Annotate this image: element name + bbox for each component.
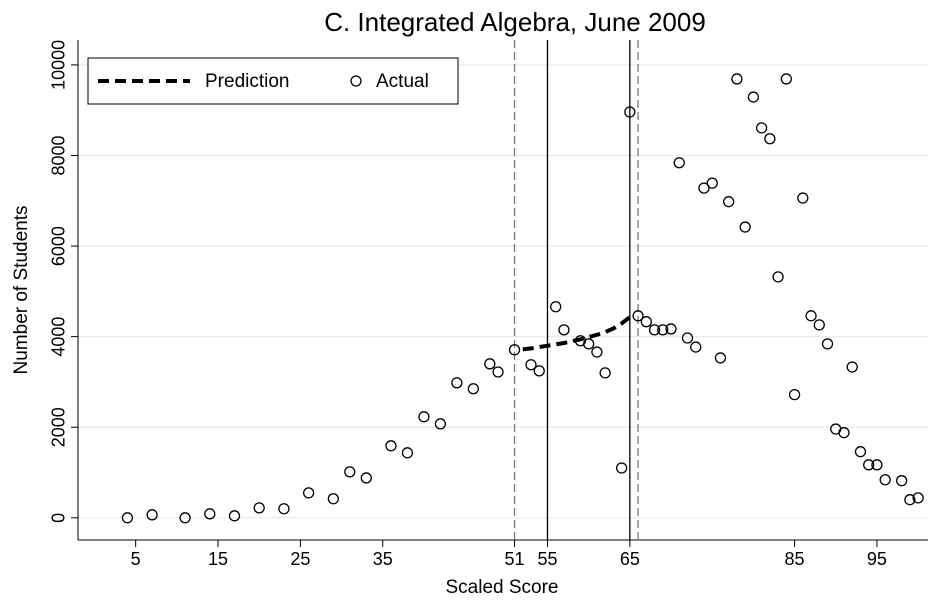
point	[797, 192, 809, 204]
point	[599, 367, 611, 379]
y-tick-label: 4000	[49, 317, 69, 357]
point	[401, 447, 414, 459]
point	[253, 502, 265, 514]
point	[525, 359, 537, 371]
point	[780, 73, 792, 85]
point	[788, 388, 801, 401]
point	[583, 338, 595, 350]
x-tick-label: 5	[131, 549, 141, 569]
point	[723, 196, 735, 208]
prediction-line	[522, 315, 632, 352]
point	[434, 418, 447, 430]
point	[558, 324, 570, 336]
point	[755, 122, 768, 134]
point	[533, 365, 545, 377]
y-tick-label: 8000	[49, 135, 69, 175]
point	[121, 512, 134, 524]
y-tick-label: 2000	[49, 407, 69, 447]
x-tick-label: 95	[867, 549, 887, 569]
point	[360, 472, 372, 484]
legend-swatch	[350, 75, 362, 87]
point	[698, 182, 710, 194]
point	[648, 324, 661, 336]
point	[838, 427, 850, 439]
point	[204, 508, 216, 520]
point	[179, 512, 191, 524]
y-tick-label: 0	[49, 513, 69, 523]
point	[731, 73, 743, 85]
point	[895, 475, 908, 487]
point	[813, 319, 825, 331]
point	[863, 459, 875, 471]
y-axis-title: Number of Students	[11, 206, 32, 375]
point	[912, 492, 924, 504]
point	[418, 411, 430, 423]
point	[879, 474, 891, 486]
point	[385, 440, 397, 452]
x-tick-label: 51	[505, 549, 525, 569]
point	[706, 177, 718, 189]
point	[302, 487, 315, 499]
point	[846, 361, 858, 373]
x-tick-label: 35	[373, 549, 393, 569]
point	[467, 383, 479, 395]
point	[451, 377, 463, 389]
x-tick-label: 25	[290, 549, 310, 569]
legend-label: Prediction	[205, 71, 290, 92]
point	[484, 358, 496, 370]
point	[640, 316, 652, 328]
point	[690, 341, 702, 353]
point	[228, 510, 241, 522]
x-tick-label: 65	[620, 549, 640, 569]
point	[615, 462, 628, 474]
point	[821, 338, 834, 350]
point	[854, 446, 867, 458]
chart-title: C. Integrated Algebra, June 2009	[324, 7, 706, 37]
y-tick-label: 6000	[49, 226, 69, 266]
point	[344, 466, 356, 478]
x-axis-title: Scaled Score	[445, 577, 558, 598]
point	[764, 133, 776, 145]
point	[714, 352, 727, 364]
point	[673, 157, 685, 169]
point	[632, 310, 644, 322]
point	[492, 366, 504, 378]
point	[508, 344, 521, 356]
point	[278, 503, 290, 515]
x-tick-label: 15	[208, 549, 228, 569]
point	[657, 324, 669, 336]
point	[624, 106, 636, 118]
point	[327, 493, 339, 505]
point	[665, 323, 677, 335]
point	[904, 494, 916, 506]
x-tick-label: 55	[537, 549, 557, 569]
x-tick-label: 85	[785, 549, 805, 569]
legend-label: Actual	[376, 71, 429, 92]
point	[146, 509, 158, 521]
point	[681, 332, 694, 344]
point	[739, 221, 751, 233]
point	[591, 346, 603, 358]
point	[805, 310, 817, 322]
point	[550, 301, 562, 313]
point	[772, 271, 784, 283]
y-tick-label: 10000	[49, 40, 69, 90]
point	[871, 459, 883, 471]
point	[747, 91, 760, 103]
